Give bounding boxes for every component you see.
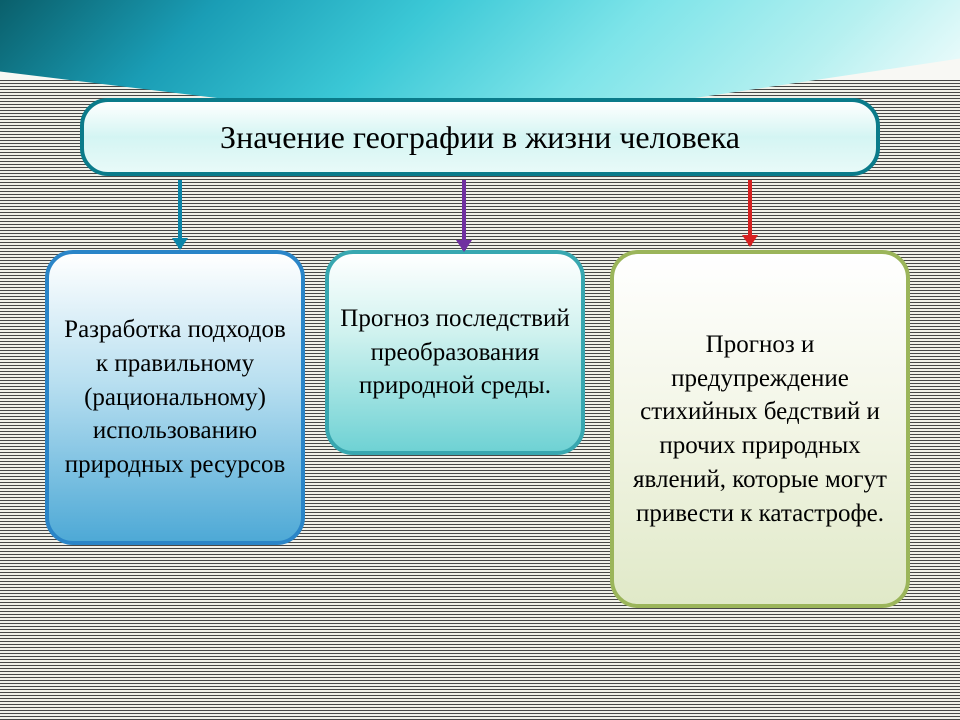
box-disaster-warning: Прогноз и предупреждение стихийных бедст…	[610, 250, 910, 608]
title-box: Значение географии в жизни человека	[80, 98, 880, 176]
box-rational-use: Разработка подходов к правильному (рацио…	[45, 250, 305, 545]
box-text: Прогноз последствий преобразования приро…	[339, 302, 571, 403]
box-text: Прогноз и предупреждение стихийных бедст…	[626, 328, 894, 531]
arrow-left	[178, 180, 182, 248]
arrow-right	[748, 180, 752, 245]
box-forecast-consequences: Прогноз последствий преобразования приро…	[325, 250, 585, 455]
title-text: Значение географии в жизни человека	[220, 119, 740, 156]
box-text: Разработка подходов к правильному (рацио…	[59, 313, 291, 482]
arrow-center	[462, 180, 466, 250]
